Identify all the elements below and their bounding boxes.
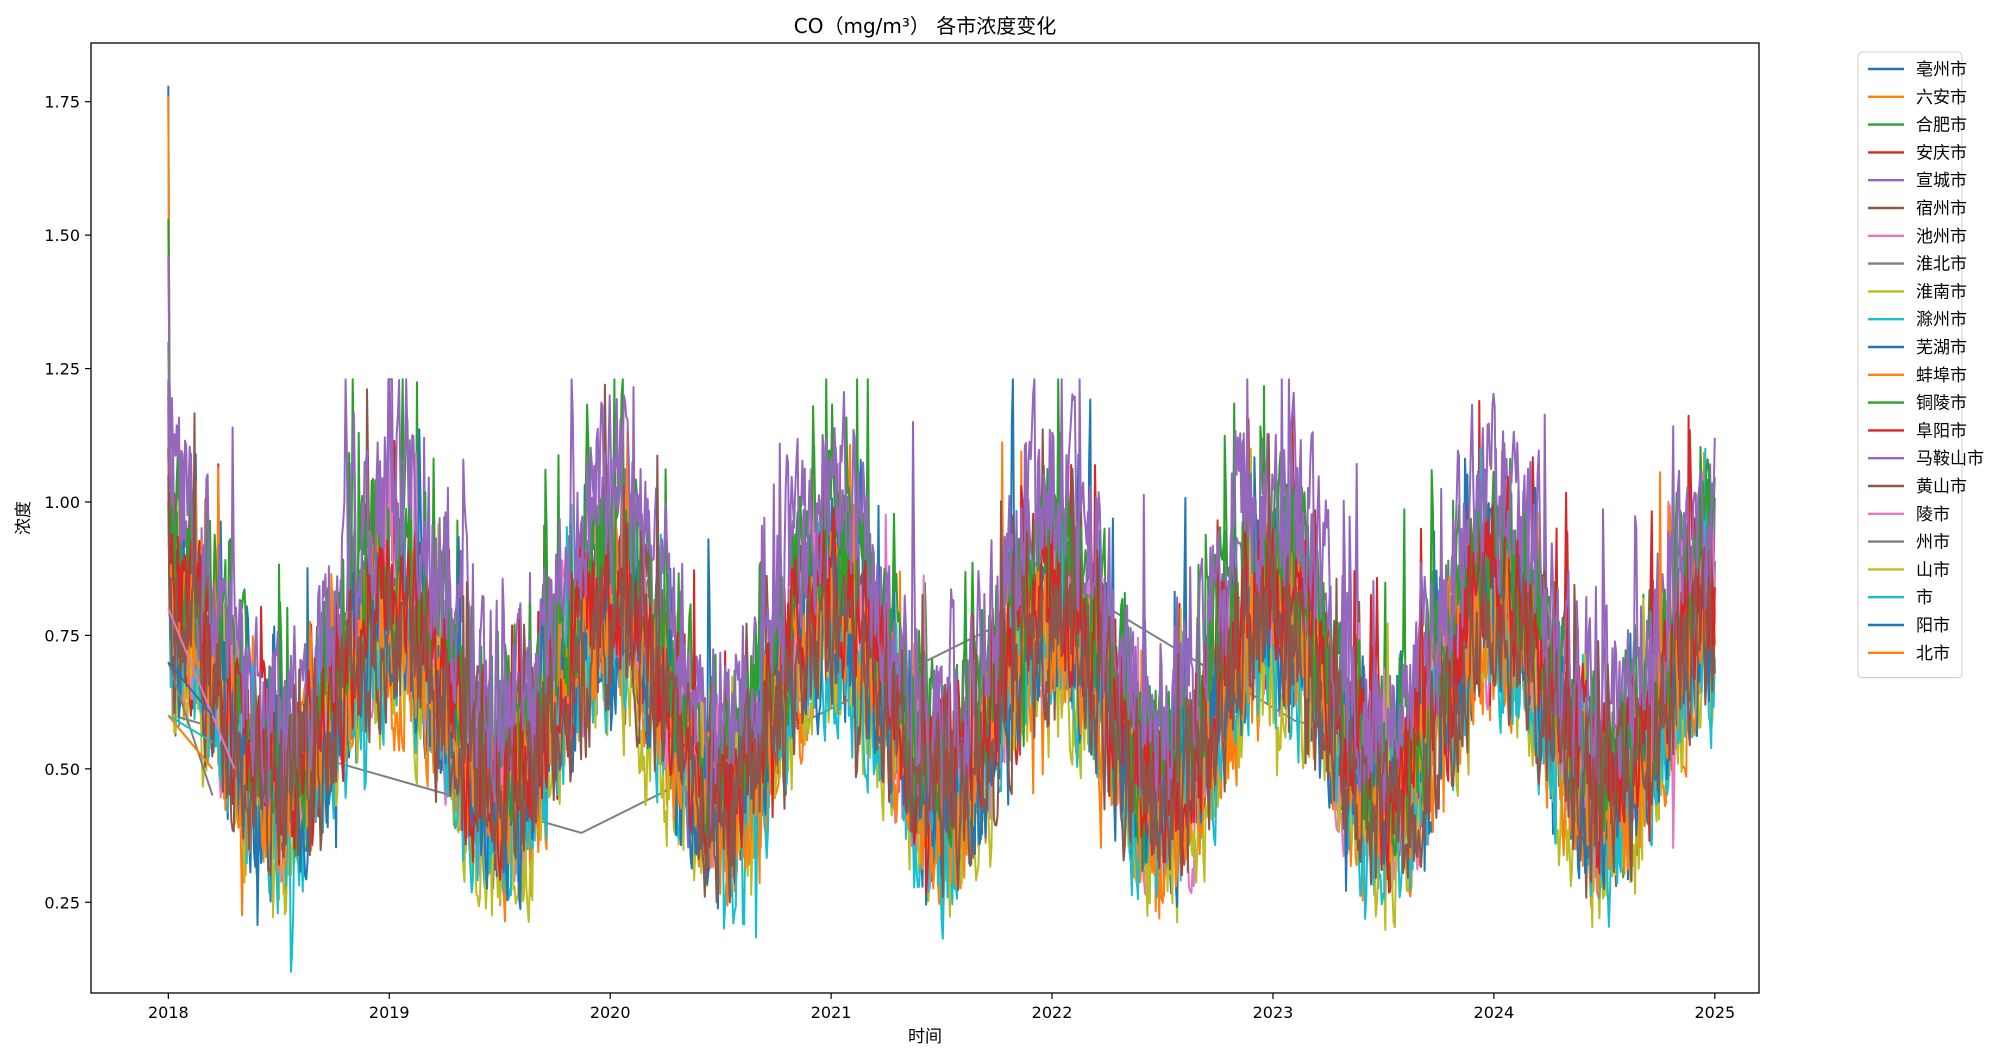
legend-label: 安庆市 [1916,143,1967,163]
series-line [167,714,214,770]
y-axis-ticks: 0.25 0.50 0.75 1.00 1.25 1.50 1.75 [44,93,91,912]
legend-label: 阜阳市 [1916,421,1967,441]
legend-label: 陵市 [1916,505,1950,525]
y-tick-label: 1.75 [44,93,80,112]
x-tick-label: 2021 [811,1003,852,1022]
plot-lines [167,85,1716,973]
legend-label: 池州市 [1916,227,1967,247]
legend-label: 亳州市 [1916,60,1967,80]
series-line [167,378,1716,849]
x-tick-label: 2023 [1253,1003,1294,1022]
x-tick-label: 2020 [590,1003,631,1022]
x-tick-label: 2018 [148,1003,189,1022]
y-tick-label: 0.25 [44,893,80,912]
y-tick-label: 1.50 [44,226,80,245]
series-line [167,412,1716,904]
legend-label: 滁州市 [1916,310,1967,330]
legend-label: 山市 [1916,560,1950,580]
legend-label: 黄山市 [1916,477,1967,497]
plot-frame [90,42,1760,994]
x-tick-label: 2024 [1474,1003,1515,1022]
y-tick-label: 1.00 [44,493,80,512]
series-line [167,661,214,717]
x-tick-label: 2019 [369,1003,410,1022]
x-tick-label: 2022 [1032,1003,1073,1022]
legend: 亳州市六安市合肥市安庆市宣城市宿州市池州市淮北市淮南市滁州市芜湖市蚌埠市铜陵市阜… [1857,51,1984,679]
legend-label: 宣城市 [1916,171,1967,191]
x-axis-ticks: 2018 2019 2020 2021 2022 2023 2024 2025 [148,993,1735,1022]
y-tick-label: 0.75 [44,626,80,645]
legend-label: 合肥市 [1916,116,1967,136]
series-line [167,608,236,770]
legend-label: 马鞍山市 [1916,449,1984,469]
legend-label: 六安市 [1916,88,1967,108]
legend-label: 芜湖市 [1916,338,1967,358]
legend-label: 蚌埠市 [1916,366,1967,386]
x-axis-label: 时间 [908,1027,942,1047]
chart-title: CO（mg/m³） 各市浓度变化 [794,14,1056,38]
y-tick-label: 1.25 [44,360,80,379]
y-tick-label: 0.50 [44,760,80,779]
legend-label: 宿州市 [1916,199,1967,219]
x-tick-label: 2025 [1694,1003,1735,1022]
legend-label: 铜陵市 [1916,394,1967,414]
legend-label: 淮北市 [1916,255,1967,275]
legend-label: 市 [1916,588,1933,608]
legend-label: 州市 [1916,533,1950,553]
legend-label: 阳市 [1916,616,1950,636]
legend-label: 淮南市 [1916,282,1967,302]
series-line [167,714,214,744]
y-axis-label: 浓度 [14,501,34,535]
legend-label: 北市 [1916,644,1950,664]
